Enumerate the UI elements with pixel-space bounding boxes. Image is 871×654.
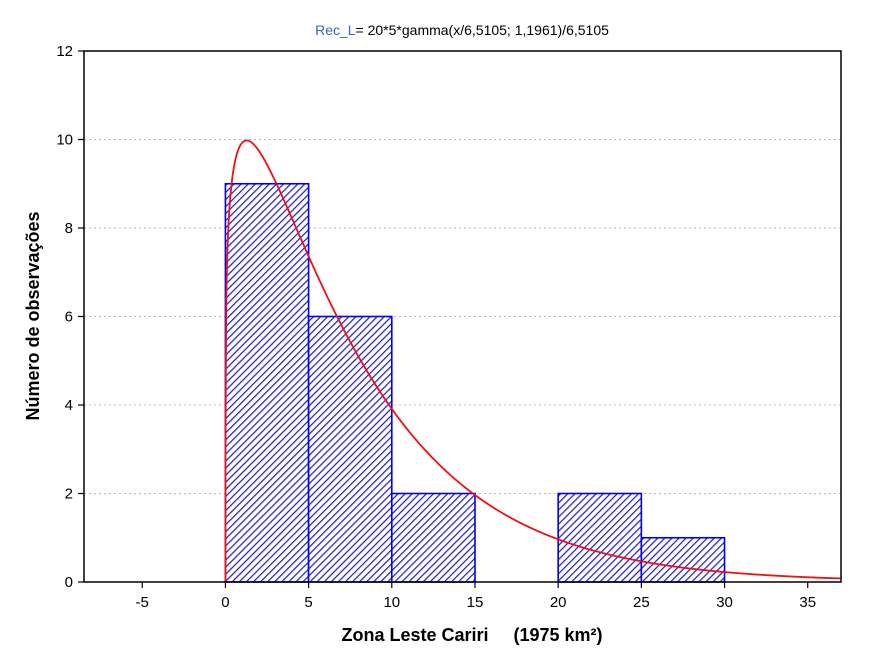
y-tick-label: 8 xyxy=(65,220,73,237)
gridlines xyxy=(84,139,841,494)
x-tick-label: 5 xyxy=(304,594,312,611)
histogram-bar xyxy=(307,315,393,583)
y-tick-label: 10 xyxy=(56,132,73,149)
y-tick-label: 6 xyxy=(65,309,73,326)
histogram-bar xyxy=(640,536,726,583)
x-tick-label: 0 xyxy=(221,594,229,611)
fitted-curve-layer xyxy=(224,139,841,582)
chart-title-formula: = 20*5*gamma(x/6,5105; 1,1961)/6,5105 xyxy=(356,22,610,38)
histogram-bars xyxy=(224,182,726,583)
histogram-bar xyxy=(390,492,476,583)
y-tick-label: 4 xyxy=(65,397,73,414)
y-tick-label: 2 xyxy=(65,486,73,503)
x-tick-label: 20 xyxy=(550,594,567,611)
y-tick-label: 12 xyxy=(56,43,73,60)
chart-title-prefix: Rec_L xyxy=(315,22,356,38)
x-tick-label: 35 xyxy=(799,594,816,611)
x-tick-label: -5 xyxy=(136,594,149,611)
histogram-bar xyxy=(224,182,310,583)
x-tick-label: 10 xyxy=(383,594,400,611)
x-axis-ticks: -5 0 5 10 15 20 25 30 35 xyxy=(136,582,816,611)
x-axis-title: Zona Leste Cariri (1975 km²) xyxy=(341,625,602,645)
x-tick-label: 15 xyxy=(467,594,484,611)
x-tick-label: 25 xyxy=(633,594,650,611)
histogram-bar xyxy=(557,492,643,583)
chart-title: Rec_L= 20*5*gamma(x/6,5105; 1,1961)/6,51… xyxy=(315,22,609,38)
y-axis-title: Número de observações xyxy=(23,211,43,420)
y-tick-label: 0 xyxy=(65,574,73,591)
x-tick-label: 30 xyxy=(716,594,733,611)
y-axis-ticks: 0 2 4 6 8 10 12 xyxy=(56,43,84,591)
fitted-gamma-curve xyxy=(224,139,841,582)
